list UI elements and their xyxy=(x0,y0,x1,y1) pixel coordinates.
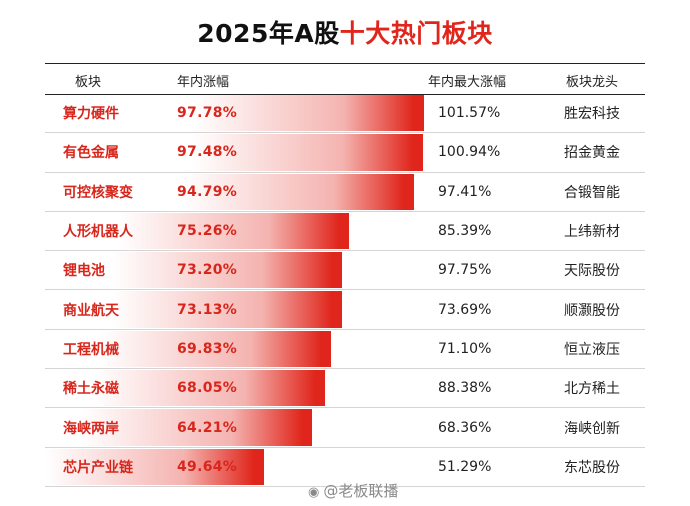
title-main: 2025年A股 xyxy=(197,19,340,48)
header-sector: 板块 xyxy=(75,75,102,90)
leader-stock: 合锻智能 xyxy=(564,184,620,201)
table-row: 算力硬件 97.78% 101.57% 胜宏科技 xyxy=(45,94,645,134)
ytd-gain-value: 73.13% xyxy=(177,301,238,318)
leader-stock: 恒立液压 xyxy=(564,341,620,358)
ytd-gain-value: 73.20% xyxy=(177,262,238,279)
max-gain-value: 71.10% xyxy=(438,340,492,357)
weibo-icon: ◉ xyxy=(308,485,320,500)
sector-name: 有色金属 xyxy=(63,145,119,162)
max-gain-value: 88.38% xyxy=(438,380,492,397)
max-gain-value: 100.94% xyxy=(438,144,501,161)
table-row: 有色金属 97.48% 100.94% 招金黄金 xyxy=(45,133,645,173)
max-gain-value: 97.75% xyxy=(438,262,492,279)
table-row: 锂电池 73.20% 97.75% 天际股份 xyxy=(45,251,645,291)
watermark-text: @老板联播 xyxy=(323,482,399,500)
table-row: 海峡两岸 64.21% 68.36% 海峡创新 xyxy=(45,408,645,448)
ytd-gain-bar xyxy=(45,134,423,171)
leader-stock: 北方稀土 xyxy=(564,381,620,398)
ytd-gain-value: 69.83% xyxy=(177,340,238,357)
header-leader: 板块龙头 xyxy=(566,75,619,90)
ytd-gain-value: 94.79% xyxy=(177,183,238,200)
table-row: 人形机器人 75.26% 85.39% 上纬新材 xyxy=(45,212,645,252)
header-max-gain: 年内最大涨幅 xyxy=(428,75,507,90)
sector-name: 芯片产业链 xyxy=(63,459,133,476)
sector-name: 可控核聚变 xyxy=(63,184,133,201)
sector-name: 海峡两岸 xyxy=(63,420,119,437)
table-row: 商业航天 73.13% 73.69% 顺灏股份 xyxy=(45,290,645,330)
leader-stock: 顺灏股份 xyxy=(564,302,620,319)
ytd-gain-value: 75.26% xyxy=(177,223,238,240)
sector-name: 锂电池 xyxy=(63,263,105,280)
ytd-gain-bar xyxy=(45,95,424,132)
watermark: ◉ @老板联播 xyxy=(308,480,398,501)
ytd-gain-bar xyxy=(45,370,325,407)
page-title: 2025年A股十大热门板块 xyxy=(0,14,690,50)
max-gain-value: 68.36% xyxy=(438,419,492,436)
table-row: 工程机械 69.83% 71.10% 恒立液压 xyxy=(45,330,645,370)
max-gain-value: 51.29% xyxy=(438,458,492,475)
leader-stock: 上纬新材 xyxy=(564,224,620,241)
leader-stock: 招金黄金 xyxy=(564,145,620,162)
header-ytd-gain: 年内涨幅 xyxy=(177,75,230,90)
title-accent: 十大热门板块 xyxy=(339,19,493,48)
ytd-gain-value: 64.21% xyxy=(177,419,238,436)
max-gain-value: 97.41% xyxy=(438,183,492,200)
ytd-gain-bar xyxy=(45,173,414,210)
leader-stock: 天际股份 xyxy=(564,263,620,280)
ytd-gain-bar xyxy=(45,291,342,328)
ytd-gain-value: 49.64% xyxy=(177,458,238,475)
table-header: 板块 年内涨幅 年内最大涨幅 板块龙头 xyxy=(45,63,645,95)
leader-stock: 东芯股份 xyxy=(564,459,620,476)
ytd-gain-bar xyxy=(45,212,349,250)
max-gain-value: 101.57% xyxy=(438,105,501,122)
table-row: 可控核聚变 94.79% 97.41% 合锻智能 xyxy=(45,173,645,212)
leader-stock: 海峡创新 xyxy=(564,420,620,437)
sector-name: 商业航天 xyxy=(63,302,119,319)
table-body: 算力硬件 97.78% 101.57% 胜宏科技有色金属 97.48% 100.94% 招金… xyxy=(45,94,645,487)
sector-name: 算力硬件 xyxy=(63,106,119,123)
table-row: 稀土永磁 68.05% 88.38% 北方稀土 xyxy=(45,369,645,409)
leader-stock: 胜宏科技 xyxy=(564,106,620,123)
sector-name: 稀土永磁 xyxy=(63,381,119,398)
max-gain-value: 85.39% xyxy=(438,223,492,240)
ytd-gain-bar xyxy=(45,448,264,485)
ytd-gain-bar xyxy=(45,409,313,446)
ytd-gain-value: 68.05% xyxy=(177,380,238,397)
table-row: 芯片产业链 49.64% 51.29% 东芯股份 xyxy=(45,448,645,487)
sector-name: 人形机器人 xyxy=(63,224,133,241)
max-gain-value: 73.69% xyxy=(438,301,492,318)
ytd-gain-value: 97.48% xyxy=(177,144,238,161)
sector-name: 工程机械 xyxy=(63,341,119,358)
ytd-gain-value: 97.78% xyxy=(177,105,238,122)
ytd-gain-bar xyxy=(45,330,331,368)
ytd-gain-bar xyxy=(45,252,343,289)
